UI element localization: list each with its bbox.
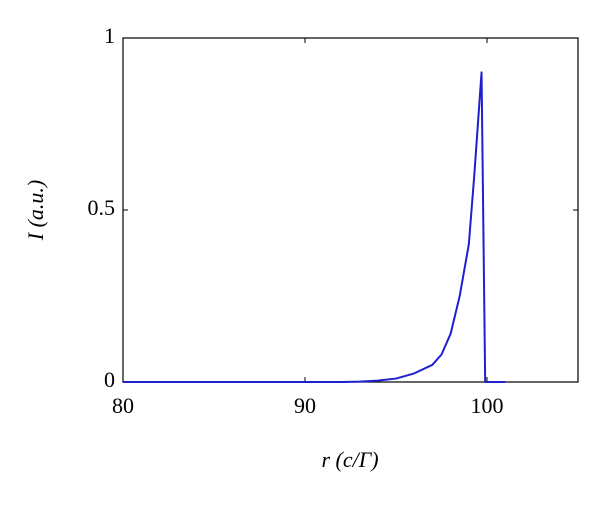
plot-frame xyxy=(122,37,579,383)
data-line xyxy=(123,71,506,383)
y-axis-label: I (a.u.) xyxy=(23,180,48,241)
y-tick-label: 0.5 xyxy=(88,195,116,220)
x-tick-label: 100 xyxy=(471,393,504,418)
x-tick-label: 80 xyxy=(112,393,134,418)
y-tick-label: 0 xyxy=(104,367,115,392)
x-axis-label: r (c/Γ) xyxy=(321,447,378,472)
x-tick-label: 90 xyxy=(294,393,316,418)
y-tick-label: 1 xyxy=(104,23,115,48)
